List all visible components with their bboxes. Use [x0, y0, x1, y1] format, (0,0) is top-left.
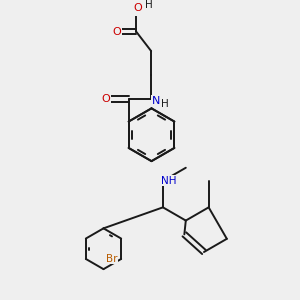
Text: Br: Br: [106, 254, 118, 264]
Text: NH: NH: [161, 176, 177, 186]
Text: O: O: [134, 2, 142, 13]
Text: H: H: [161, 98, 169, 109]
Text: N: N: [152, 95, 160, 106]
Text: O: O: [112, 26, 121, 37]
Text: H: H: [145, 0, 153, 11]
Text: O: O: [102, 94, 110, 104]
